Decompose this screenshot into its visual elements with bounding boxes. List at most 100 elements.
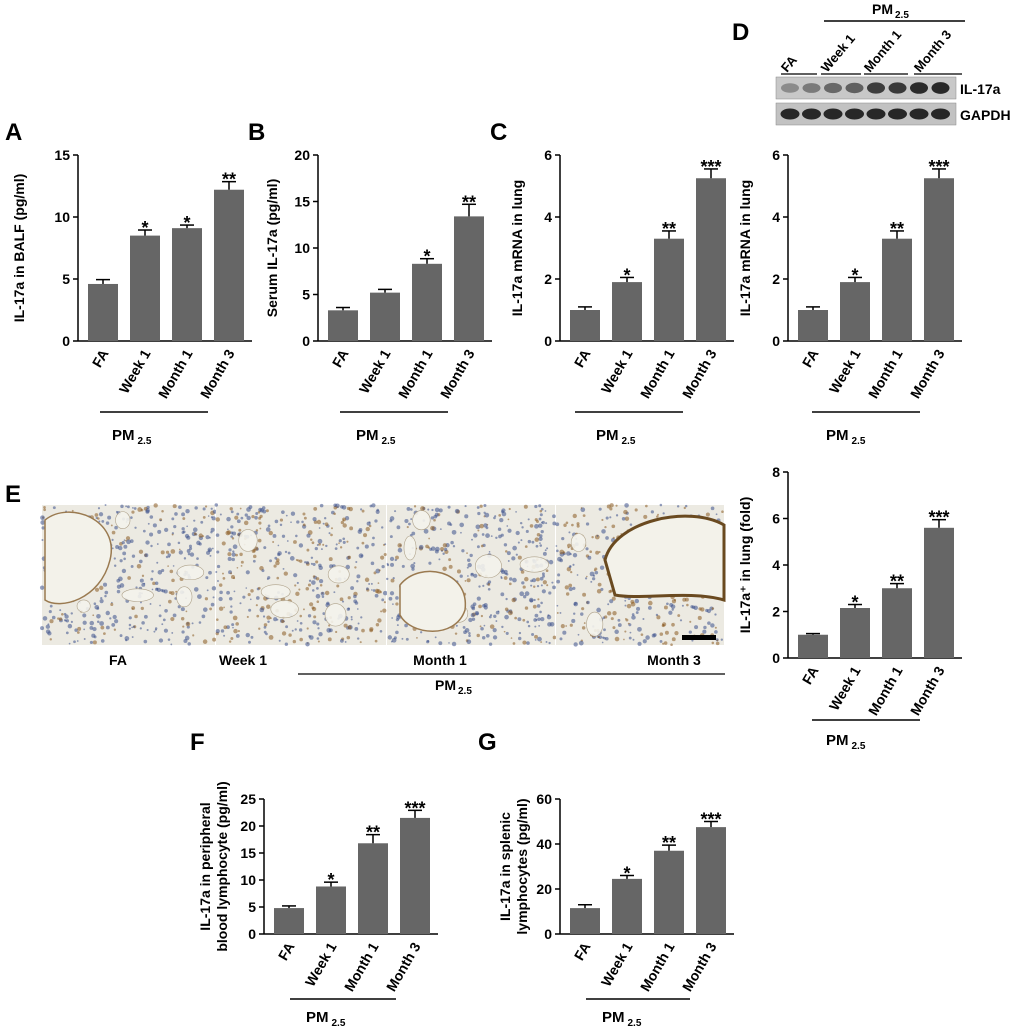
y-tick-label: 2 <box>772 271 780 287</box>
bar-month-3 <box>400 817 430 934</box>
bar-week-1 <box>840 608 870 658</box>
category-label: Month 1 <box>155 346 196 401</box>
panel-letter: A <box>5 119 22 146</box>
significance-label: ** <box>366 823 380 843</box>
significance-label: *** <box>700 810 721 830</box>
bar-fa <box>798 310 828 341</box>
group-label: PM 2.5 <box>356 427 396 447</box>
category-label: FA <box>799 347 822 370</box>
category-label: Month 3 <box>197 346 238 401</box>
y-tick-label: 4 <box>544 209 552 225</box>
bar-month-3 <box>214 189 244 341</box>
panel-f: F 0 5 10 15 20 25 IL-17a in peripheralblood lym… <box>190 729 438 1028</box>
y-tick-label: 5 <box>302 287 310 303</box>
category-label: Month 3 <box>907 663 948 718</box>
category-label: FA <box>275 940 298 963</box>
y-tick-label: 5 <box>248 899 256 915</box>
category-label: Month 3 <box>679 939 720 994</box>
bar-month-1 <box>358 843 388 934</box>
significance-label: *** <box>700 157 721 177</box>
category-label: Month 1 <box>865 663 906 718</box>
bar-week-1 <box>130 235 160 341</box>
histology-label: Week 1 <box>219 652 267 668</box>
histology-panel: E FA Week 1 Month 1 Month 3 PM 2.5 <box>5 481 726 697</box>
y-tick-label: 60 <box>536 791 552 807</box>
bar-month-3 <box>454 216 484 341</box>
significance-label: *** <box>928 157 949 177</box>
significance-label: ** <box>222 170 236 190</box>
band-gapdh <box>802 108 821 120</box>
category-label: Month 1 <box>341 939 382 994</box>
y-tick-label: 15 <box>240 845 256 861</box>
y-tick-label: 6 <box>772 511 780 527</box>
category-label: FA <box>571 347 594 370</box>
significance-label: * <box>183 213 190 233</box>
y-axis-label: IL-17a⁺ in lung (fold) <box>737 497 753 634</box>
lane-label: FA <box>778 52 801 75</box>
blot-strip-il17a <box>775 76 957 100</box>
histology-label: Month 1 <box>413 652 467 668</box>
y-tick-label: 6 <box>772 147 780 163</box>
bar-month-1 <box>172 228 202 341</box>
group-label: PM 2.5 <box>306 1009 346 1028</box>
airway-shape <box>399 570 466 632</box>
y-tick-label: 0 <box>248 926 256 942</box>
significance-label: * <box>141 218 148 238</box>
band-label: GAPDH <box>960 107 1011 123</box>
y-tick-label: 0 <box>302 333 310 349</box>
category-label: Month 3 <box>907 346 948 401</box>
group-label: PM 2.5 <box>596 427 636 447</box>
y-tick-label: 8 <box>772 464 780 480</box>
category-label: Week 1 <box>116 346 154 396</box>
y-tick-label: 0 <box>772 650 780 666</box>
y-tick-label: 0 <box>544 333 552 349</box>
y-axis-label: IL-17a mRNA in lung <box>737 180 753 316</box>
significance-label: ** <box>890 572 904 592</box>
group-label: PM 2.5 <box>826 732 866 752</box>
category-label: FA <box>89 347 112 370</box>
bar-week-1 <box>840 282 870 341</box>
group-label: PM 2.5 <box>435 677 472 697</box>
band-gapdh <box>931 108 950 120</box>
category-label: FA <box>799 664 822 687</box>
significance-label: ** <box>662 219 676 239</box>
significance-label: * <box>423 247 430 267</box>
histology-label: Month 3 <box>647 652 701 668</box>
bar-fa <box>328 310 358 341</box>
y-tick-label: 25 <box>240 791 256 807</box>
panel-a: A 0 5 10 15 IL-17a in BALF (pg/ml) FA * Week 1 * M… <box>5 119 252 447</box>
scale-bar <box>682 635 716 640</box>
significance-label: * <box>851 265 858 285</box>
bar-fa <box>570 908 600 934</box>
band-gapdh <box>888 108 907 120</box>
band-il17a <box>845 82 864 94</box>
y-tick-label: 20 <box>536 881 552 897</box>
panel-letter: C <box>490 119 507 146</box>
bar-month-1 <box>882 238 912 341</box>
group-label: PM 2.5 <box>112 427 152 447</box>
western-blot: D PM 2.5 FA Week 1 Month 1 Month 3 IL-17a GAPDH <box>732 1 1011 126</box>
category-label: Week 1 <box>356 346 394 396</box>
y-tick-label: 10 <box>294 240 310 256</box>
bar-week-1 <box>612 282 642 341</box>
significance-label: * <box>851 593 858 613</box>
y-tick-label: 40 <box>536 836 552 852</box>
band-gapdh <box>823 108 843 120</box>
bar-week-1 <box>370 292 400 341</box>
y-tick-label: 5 <box>62 271 70 287</box>
bar-month-1 <box>654 850 684 934</box>
bar-month-3 <box>696 827 726 934</box>
y-tick-label: 0 <box>772 333 780 349</box>
significance-label: * <box>623 265 630 285</box>
band-il17a <box>867 82 885 94</box>
band-gapdh <box>866 108 886 120</box>
y-tick-label: 0 <box>62 333 70 349</box>
y-tick-label: 20 <box>294 147 310 163</box>
category-label: Month 3 <box>679 346 720 401</box>
significance-label: ** <box>662 833 676 853</box>
category-label: Week 1 <box>598 346 636 396</box>
significance-label: ** <box>890 219 904 239</box>
band-il17a <box>931 82 950 94</box>
category-label: Month 3 <box>383 939 424 994</box>
